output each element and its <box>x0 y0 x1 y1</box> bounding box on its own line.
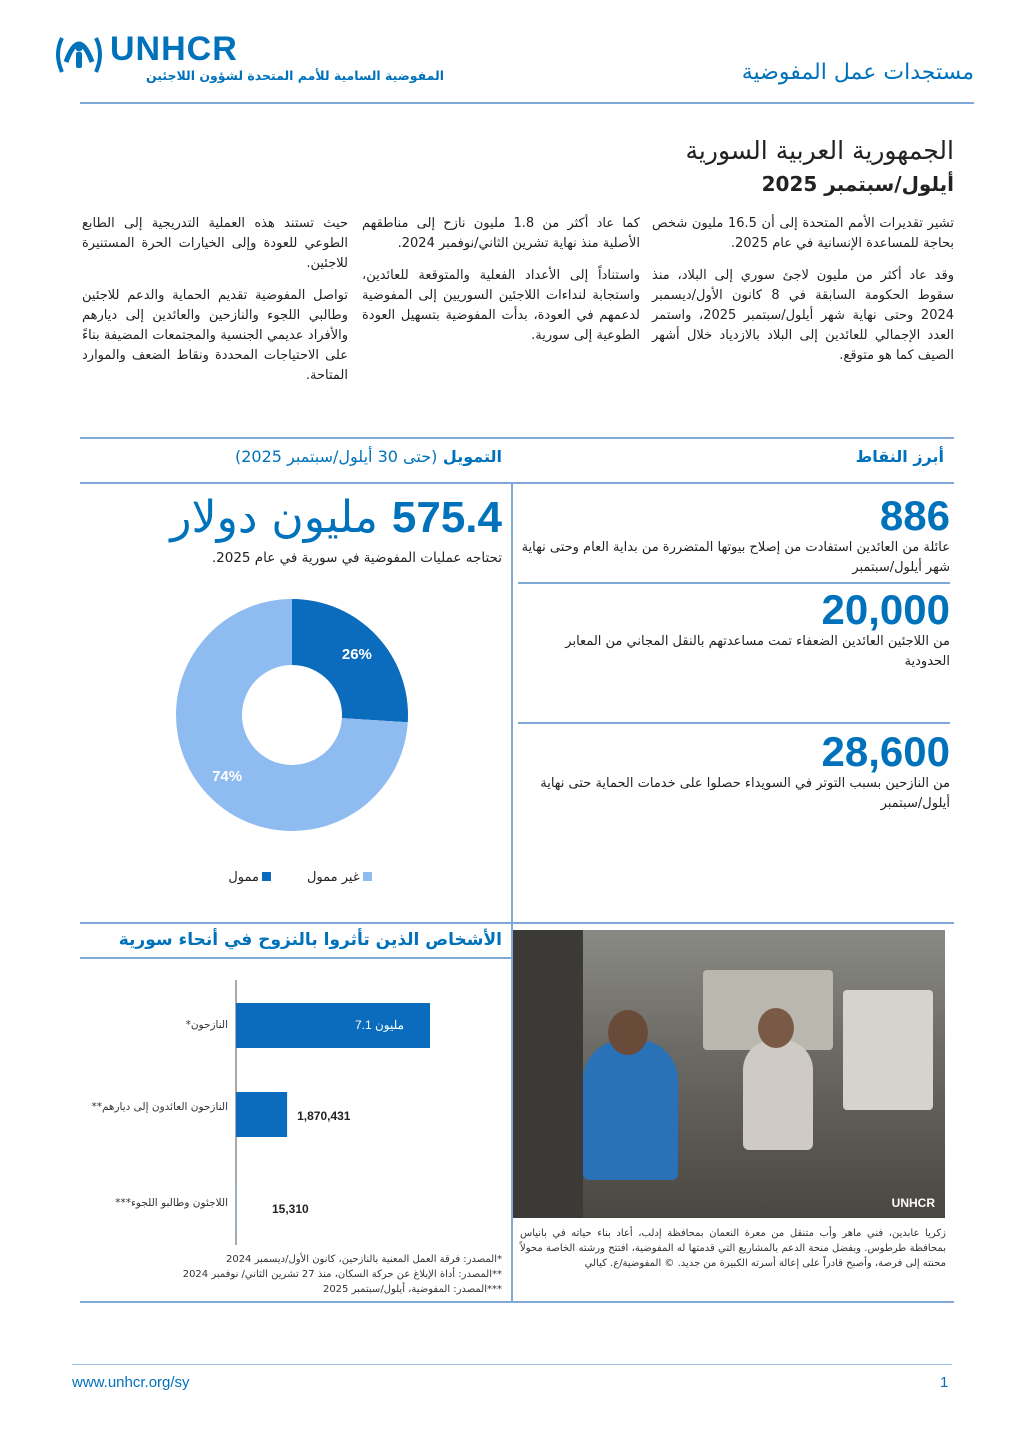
logo-subtitle: المفوضية السامية للأمم المتحدة لشؤون الل… <box>146 68 444 83</box>
bar <box>236 1185 237 1230</box>
funding-amount: 575.4 مليون دولار <box>170 492 502 544</box>
highlight-item: 28,600 من النازحين بسبب التوتر في السويد… <box>520 730 950 814</box>
pie-label: 74% <box>212 768 242 785</box>
highlight-item: 20,000 من اللاجئين العائدين الضعفاء تمت … <box>520 588 950 672</box>
bar-category-label: النازحون* <box>185 1019 228 1031</box>
legend-swatch <box>261 872 271 881</box>
page-date: أيلول/سبتمبر 2025 <box>761 172 954 196</box>
highlight-text: من اللاجئين العائدين الضعفاء تمت مساعدته… <box>565 634 950 669</box>
highlight-value: 28,600 <box>821 728 950 775</box>
funding-donut-chart: 26% 74% <box>175 599 408 831</box>
legend-swatch <box>362 872 372 881</box>
displacement-chart-title: الأشخاص الذين تأثروا بالنزوح في أنحاء سو… <box>118 930 502 950</box>
paragraph: واستناداً إلى الأعداد الفعلية والمتوقعة … <box>362 268 640 343</box>
bar-category-label: النازحون العائدون إلى ديارهم** <box>91 1101 228 1113</box>
unhcr-emblem-icon <box>56 37 102 73</box>
bar-value-label: 15,310 <box>272 1202 309 1216</box>
divider <box>518 722 950 724</box>
divider <box>80 437 954 439</box>
paragraph: حيث تستند هذه العملية التدريجية إلى الطا… <box>82 216 348 271</box>
pie-slice <box>292 599 408 723</box>
funding-subtitle: تحتاجه عمليات المفوضية في سورية في عام 2… <box>211 550 502 566</box>
bar <box>236 1092 288 1137</box>
funding-heading: التمويل (حتى 30 أيلول/سبتمبر 2025) <box>235 447 502 466</box>
legend-label: غير ممول <box>306 870 360 885</box>
bar-category-label: اللاجئون وطالبو اللجوء*** <box>115 1197 228 1209</box>
highlight-value: 20,000 <box>821 586 950 633</box>
footer-divider <box>72 1364 952 1365</box>
divider <box>511 482 513 1302</box>
pie-legend: غير ممول ممول <box>200 870 400 885</box>
paragraph: تواصل المفوضية تقديم الحماية والدعم للاج… <box>82 288 348 383</box>
highlights-heading: أبرز النقاط <box>855 447 944 466</box>
photo: UNHCR <box>513 930 945 1218</box>
legend-label: ممول <box>228 870 259 885</box>
bar-value-label: 1,870,431 <box>297 1109 351 1123</box>
footer-url[interactable]: www.unhcr.org/sy <box>72 1374 190 1391</box>
funding-value: 575.4 <box>391 493 502 542</box>
intro-col-1: تشير تقديرات الأمم المتحدة إلى أن 16.5 م… <box>652 214 954 366</box>
footnote: **المصدر: أداة الإبلاغ عن حركة السكان، م… <box>182 1269 502 1280</box>
funding-heading-note: (حتى 30 أيلول/سبتمبر 2025) <box>235 447 438 466</box>
divider <box>80 1301 954 1303</box>
highlight-text: من النازحين بسبب التوتر في السويداء حصلو… <box>540 776 950 811</box>
footnote: *المصدر: فرقة العمل المعنية بالنازحين، ك… <box>225 1254 502 1265</box>
intro-col-3: حيث تستند هذه العملية التدريجية إلى الطا… <box>82 214 348 386</box>
divider <box>80 922 954 924</box>
intro-col-2: كما عاد أكثر من 1.8 مليون نازح إلى مناطق… <box>362 214 640 346</box>
divider <box>80 957 512 959</box>
displacement-bar-chart: 7.1 مليون 1,870,431 15,310 <box>235 980 430 1245</box>
divider <box>80 482 954 484</box>
page-number: 1 <box>940 1374 949 1391</box>
highlight-item: 886 عائلة من العائدين استفادت من إصلاح ب… <box>520 494 950 578</box>
photo-watermark: UNHCR <box>891 1196 935 1210</box>
header-divider <box>80 102 974 104</box>
paragraph: وقد عاد أكثر من مليون لاجئ سوري إلى البل… <box>652 268 955 363</box>
funding-heading-label: التمويل <box>442 447 502 466</box>
unhcr-logo: UNHCR المفوضية السامية للأمم المتحدة لشؤ… <box>52 30 452 90</box>
logo-text: UNHCR <box>110 30 238 68</box>
paragraph: تشير تقديرات الأمم المتحدة إلى أن 16.5 م… <box>652 216 954 251</box>
page-title: الجمهورية العربية السورية <box>685 136 954 165</box>
bar <box>236 1003 430 1048</box>
pie-label: 26% <box>342 646 372 663</box>
doc-type: مستجدات عمل المفوضية <box>741 60 974 85</box>
funding-unit: مليون دولار <box>170 492 378 543</box>
highlight-value: 886 <box>879 492 950 539</box>
photo-caption: زكريا عابدين، فني ماهر وأب متنقل من معرة… <box>520 1228 946 1269</box>
chart-footnotes: *المصدر: فرقة العمل المعنية بالنازحين، ك… <box>183 1252 502 1297</box>
bar-value-label: 7.1 مليون <box>355 1018 404 1032</box>
highlight-text: عائلة من العائدين استفادت من إصلاح بيوته… <box>521 540 950 575</box>
footnote: ***المصدر: المفوضية، أيلول/سبتمبر 2025 <box>322 1284 502 1295</box>
legend-item-unfunded: غير ممول <box>307 870 372 885</box>
pie-slice <box>175 599 408 831</box>
legend-item-funded: ممول <box>228 870 271 885</box>
paragraph: كما عاد أكثر من 1.8 مليون نازح إلى مناطق… <box>362 216 640 251</box>
divider <box>518 582 950 584</box>
